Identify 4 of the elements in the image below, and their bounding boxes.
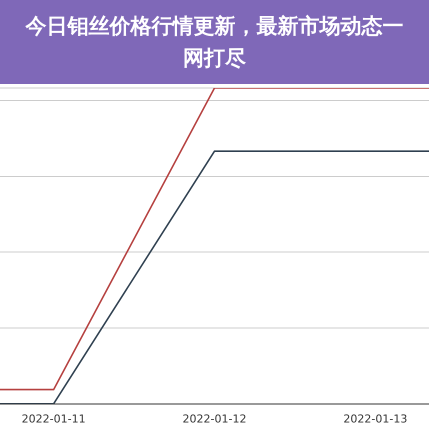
x-tick-label: 2022-01-12: [182, 412, 246, 426]
x-tick-label: 2022-01-13: [343, 412, 408, 426]
chart-title: 今日钼丝价格行情更新，最新市场动态一网打尽: [0, 0, 429, 84]
x-tick-label: 2022-01-11: [22, 412, 86, 426]
